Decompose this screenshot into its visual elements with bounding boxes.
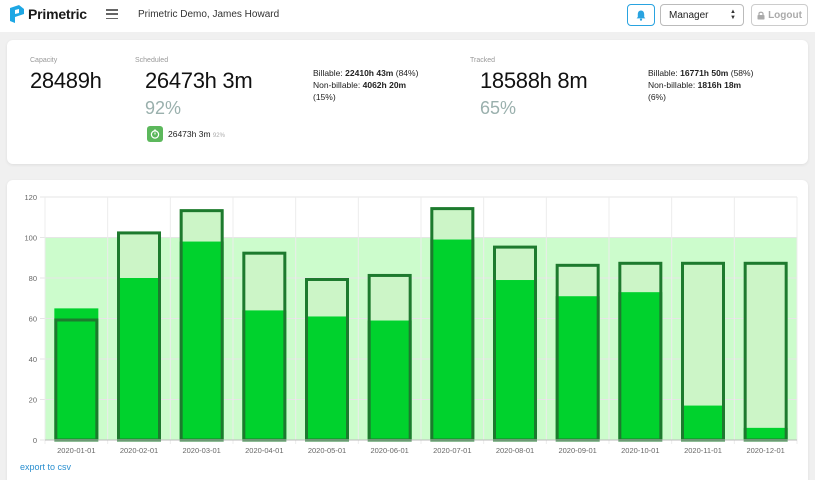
logo[interactable]: Primetric xyxy=(10,5,87,23)
tracked-bar xyxy=(242,310,287,440)
tracked-billable-value: 16771h 50m xyxy=(680,68,729,78)
logout-label: Logout xyxy=(768,9,802,21)
hamburger-icon[interactable] xyxy=(106,9,118,19)
y-tick-label: 80 xyxy=(29,274,37,283)
capacity-label: Capacity xyxy=(30,57,58,64)
x-tick-label: 2020-10-01 xyxy=(621,446,659,455)
tracked-percent: 65% xyxy=(480,98,517,118)
scheduled-value: 26473h 3m xyxy=(145,68,253,93)
tracked-bar xyxy=(618,292,663,440)
tracked-bar xyxy=(493,280,537,440)
scheduled-percent: 92% xyxy=(145,98,182,118)
tracked-bar xyxy=(367,320,412,440)
tracked-bar xyxy=(179,241,224,440)
scheduled-nonbillable-label: Non-billable: xyxy=(313,80,361,90)
scheduled-label: Scheduled xyxy=(135,57,169,64)
x-tick-label: 2020-06-01 xyxy=(370,446,408,455)
y-tick-label: 0 xyxy=(33,436,37,445)
scheduled-billable-pct: (84%) xyxy=(395,68,419,78)
tracked-bar xyxy=(555,296,600,440)
scheduled-nonbillable-value: 4062h 20m xyxy=(362,80,407,90)
scheduled-pill: 26473h 3m 92% xyxy=(168,129,225,139)
scheduled-billable-value: 22410h 43m xyxy=(345,68,394,78)
role-select-value: Manager xyxy=(669,9,709,21)
x-tick-label: 2020-05-01 xyxy=(308,446,346,455)
x-tick-label: 2020-11-01 xyxy=(684,446,722,455)
export-csv-link[interactable]: export to csv xyxy=(20,462,72,472)
scheduled-nonbillable-pct: (15%) xyxy=(313,92,336,102)
top-bar: Primetric Primetric Demo, James Howard M… xyxy=(0,0,815,32)
tracked-label: Tracked xyxy=(470,57,496,64)
tracked-nonbillable-pct: (6%) xyxy=(648,92,666,102)
summary-card: Capacity 28489h Scheduled 26473h 3m 92% … xyxy=(7,40,808,164)
lock-icon xyxy=(757,11,765,19)
scheduled-pill-value: 26473h 3m xyxy=(168,129,211,139)
x-tick-label: 2020-01-01 xyxy=(57,446,95,455)
chart-card: 0 20 40 60 80 100 120 2020-01-01 2020-02-01 2020-… xyxy=(7,180,808,480)
tracked-bar xyxy=(430,239,475,440)
primetric-logo-icon xyxy=(10,5,24,23)
scheduled-breakdown: Billable: 22410h 43m (84%) Non-billable:… xyxy=(313,67,418,103)
y-tick-label: 60 xyxy=(29,315,37,324)
x-tick-label: 2020-03-01 xyxy=(182,446,220,455)
x-tick-label: 2020-04-01 xyxy=(245,446,283,455)
bell-icon xyxy=(636,10,646,21)
logo-text: Primetric xyxy=(28,6,87,22)
tracked-bar xyxy=(681,405,725,440)
scheduled-pill-pct: 92% xyxy=(212,133,225,139)
tracked-bar xyxy=(54,308,99,440)
x-tick-label: 2020-12-01 xyxy=(746,446,784,455)
x-tick-label: 2020-07-01 xyxy=(433,446,471,455)
stopwatch-icon xyxy=(147,126,163,142)
monthly-chart: 0 20 40 60 80 100 120 2020-01-01 2020-02-01 2020-… xyxy=(24,193,798,455)
tracked-nonbillable-value: 1816h 18m xyxy=(697,80,742,90)
tracked-billable-pct: (58%) xyxy=(730,68,754,78)
y-tick-label: 100 xyxy=(24,234,37,243)
notifications-button[interactable] xyxy=(627,4,655,26)
role-select[interactable]: Manager ▲ ▼ xyxy=(660,4,744,26)
y-tick-label: 120 xyxy=(24,193,37,202)
tracked-breakdown: Billable: 16771h 50m (58%) Non-billable:… xyxy=(648,67,753,103)
scheduled-billable-label: Billable: xyxy=(313,68,343,78)
context-title: Primetric Demo, James Howard xyxy=(138,9,280,20)
tracked-bar xyxy=(117,278,161,440)
x-tick-label: 2020-02-01 xyxy=(120,446,158,455)
tracked-value: 18588h 8m xyxy=(480,68,588,93)
outline-bar-fill xyxy=(743,261,788,440)
tracked-nonbillable-label: Non-billable: xyxy=(648,80,696,90)
x-tick-label: 2020-09-01 xyxy=(558,446,596,455)
capacity-value: 28489h xyxy=(30,68,102,93)
y-tick-label: 40 xyxy=(29,355,37,364)
y-tick-label: 20 xyxy=(29,396,37,405)
select-arrows-icon: ▲ ▼ xyxy=(730,9,736,21)
x-tick-label: 2020-08-01 xyxy=(496,446,534,455)
tracked-billable-label: Billable: xyxy=(648,68,678,78)
tracked-bar xyxy=(305,316,349,440)
tracked-bar xyxy=(743,427,788,440)
logout-button[interactable]: Logout xyxy=(751,4,808,26)
